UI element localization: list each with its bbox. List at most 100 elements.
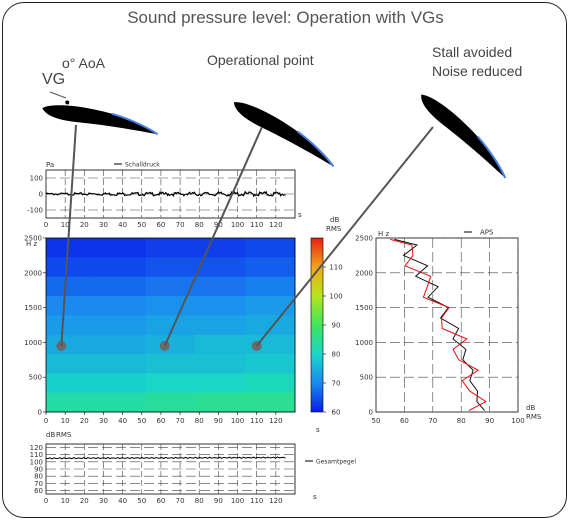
colorbar-tick-label: 100 (329, 293, 342, 301)
heatmap-cell (46, 296, 97, 316)
y-tick-label: 1500 (355, 304, 373, 312)
y-tick-label: 0 (39, 191, 43, 199)
colorbar-tick-label: 60 (332, 409, 341, 417)
colorbar-label: RMS (326, 225, 342, 233)
x-tick-label: 90 (485, 417, 494, 425)
y-tick-label: 100 (30, 175, 43, 183)
x-axis-label: RMS (526, 413, 542, 421)
heatmap-cell (195, 334, 246, 355)
legend-label: Gesamtpegel (316, 459, 356, 466)
heatmap-cell (195, 354, 246, 374)
heatmap-cell (245, 238, 296, 258)
series-line-gesamtpegel (45, 456, 286, 460)
x-tick-label: 60 (156, 221, 165, 229)
x-tick-label: 0 (44, 221, 48, 229)
heatmap-cell (46, 238, 97, 258)
heatmap-cell (195, 392, 246, 413)
airfoil-2 (233, 102, 335, 168)
heatmap-cell (46, 276, 97, 297)
x-tick-label: 120 (269, 221, 282, 229)
x-tick-label: 40 (118, 221, 127, 229)
legend-label: Schalldruck (125, 162, 160, 169)
heatmap-cell (195, 373, 246, 394)
heatmap-cell (46, 373, 97, 394)
x-tick-label: 70 (428, 417, 437, 425)
x-axis-label: s (313, 493, 317, 501)
x-tick-label: 10 (61, 417, 70, 425)
y-axis-label: H z (378, 230, 389, 238)
x-tick-label: 100 (231, 221, 244, 229)
pointer-line (163, 126, 263, 347)
heatmap-cell (245, 373, 296, 394)
pointer-lines (60, 124, 434, 347)
heatmap-cell (245, 315, 296, 336)
heatmap-cell (145, 238, 196, 258)
y-tick-label: -100 (27, 207, 43, 215)
x-tick-label: 100 (231, 417, 244, 425)
x-tick-label: 50 (372, 417, 381, 425)
series-line-aps (394, 238, 485, 411)
y-tick-label: 120 (30, 444, 43, 452)
series-line-schalldruck (45, 190, 286, 198)
legend-label: APS (480, 229, 494, 237)
y-tick-label: 90 (34, 466, 43, 474)
x-tick-label: 30 (99, 417, 108, 425)
heatmap-cell (145, 354, 196, 374)
label-noise-reduced: Noise reduced (432, 63, 523, 79)
y-axis-label: H z (26, 240, 37, 248)
colorbar-tick-label: 110 (329, 264, 342, 272)
x-axis-label: dB (526, 404, 535, 412)
y-tick-label: 2500 (24, 235, 42, 243)
x-tick-label: 80 (457, 417, 466, 425)
heatmap-cell (195, 296, 246, 316)
heatmap-cell (145, 334, 196, 355)
x-tick-label: 50 (137, 497, 146, 505)
x-tick-label: 40 (118, 417, 127, 425)
x-tick-label: 90 (214, 497, 223, 505)
x-tick-label: 80 (195, 221, 204, 229)
x-axis-label: s (298, 211, 302, 219)
y-tick-label: 2500 (355, 235, 373, 243)
heatmap-cell (95, 354, 147, 374)
y-tick-label: 500 (29, 374, 42, 382)
heatmap-cell (145, 392, 196, 413)
heatmap-cell (46, 257, 97, 278)
x-tick-label: 120 (269, 497, 282, 505)
label-operational-point: Operational point (207, 52, 314, 68)
x-tick-label: 80 (195, 417, 204, 425)
heatmap-cell (145, 296, 196, 316)
x-tick-label: 110 (250, 221, 263, 229)
series-line-aps-2 (390, 238, 487, 412)
heatmap-cell (145, 257, 196, 278)
x-tick-label: 70 (176, 221, 185, 229)
x-tick-label: 70 (176, 497, 185, 505)
heatmap-cell (46, 315, 97, 336)
colorbar-label: dB (330, 216, 339, 224)
y-axis-label: dB (46, 431, 55, 439)
plot-frame (375, 237, 519, 413)
plot-frame (45, 237, 296, 413)
heatmap-cell (145, 276, 196, 297)
x-tick-label: 10 (61, 221, 70, 229)
colorbar-tick-label: 70 (332, 380, 341, 388)
y-tick-label: 100 (30, 458, 43, 466)
heatmap-cell (46, 354, 97, 374)
x-tick-label: 110 (250, 417, 263, 425)
heatmap-cell (195, 238, 246, 258)
heatmap-cell (95, 392, 147, 413)
colorbar-tick-label: 90 (332, 322, 341, 330)
y-tick-label: 1000 (24, 339, 42, 347)
x-tick-label: 0 (44, 497, 48, 505)
vg-pointer (49, 91, 67, 99)
x-tick-label: 100 (511, 417, 524, 425)
heatmap-cell (245, 392, 296, 413)
heatmap-cell (95, 257, 147, 278)
heatmap-cell (95, 315, 147, 336)
operating-point-marker (56, 340, 67, 351)
y-tick-label: 0 (38, 409, 42, 417)
heatmap-cell (95, 238, 147, 258)
heatmap-cell (245, 257, 296, 278)
